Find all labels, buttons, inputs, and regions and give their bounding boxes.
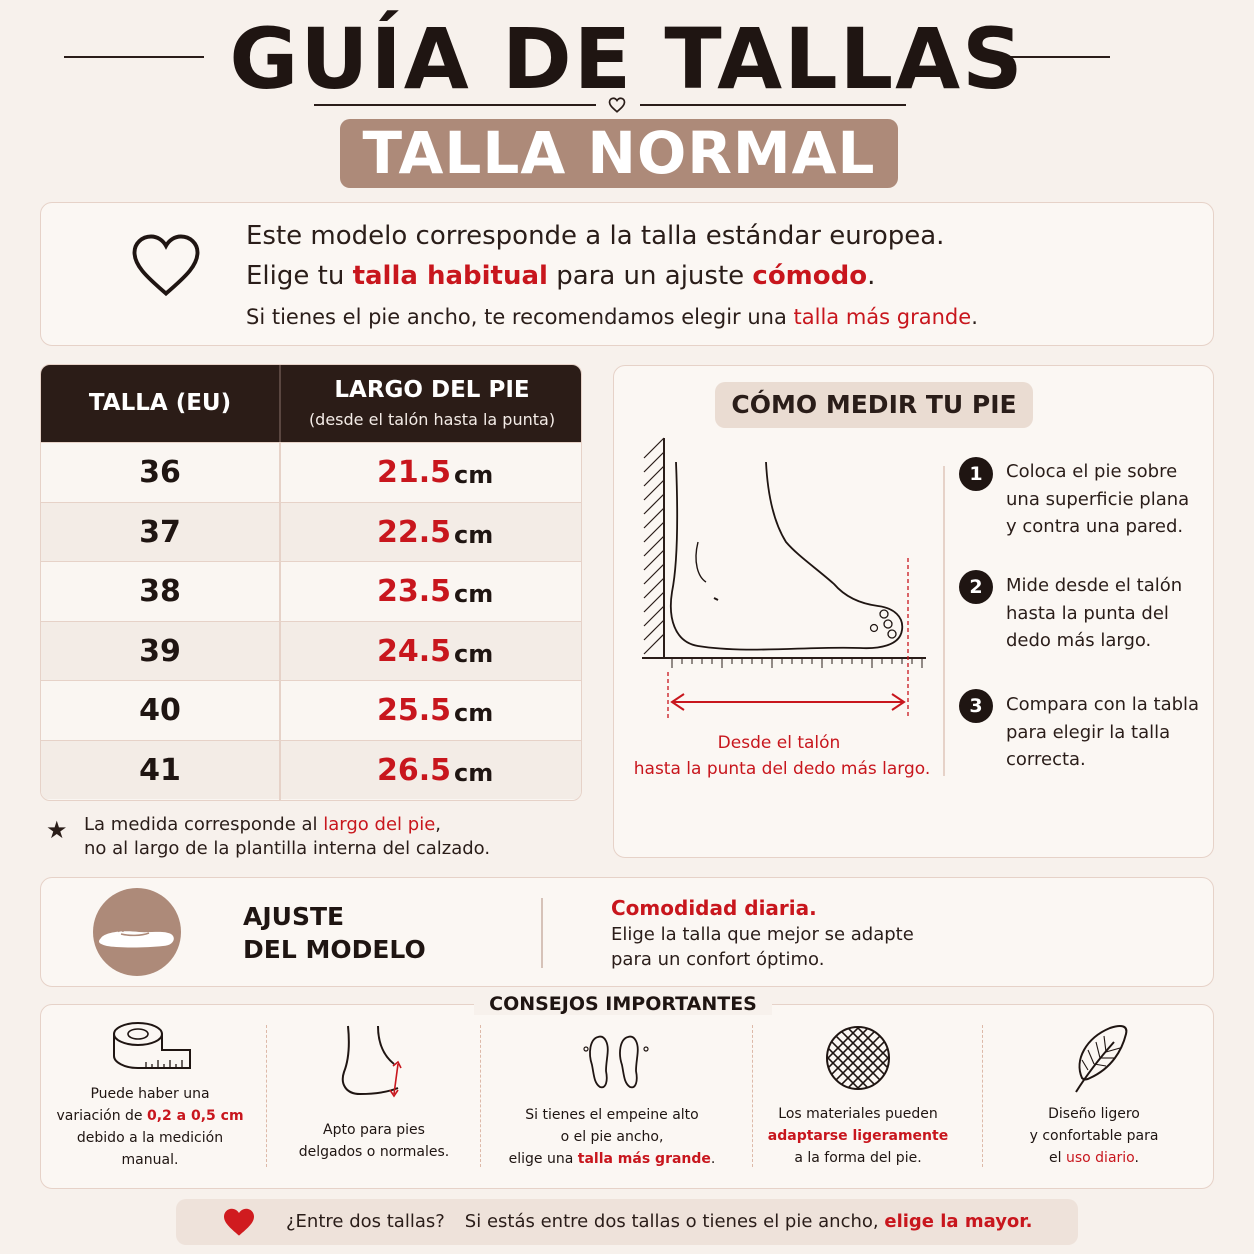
size-cell: 38 [139,574,181,609]
title-left-rule [64,56,204,58]
table-row: 37 22.5 cm [41,501,581,561]
header-divider [279,365,281,442]
length-cell: 21.5 [377,455,452,490]
intro-panel: Este modelo corresponde a la talla están… [40,202,1214,346]
step-1-text: Coloca el pie sobre [1006,461,1178,482]
table-row: 41 26.5 cm [41,739,581,799]
title-right-rule [978,56,1110,58]
table-row: 40 25.5 cm [41,680,581,739]
tip-measurement-variation: Puede haber una variación de 0,2 a 0,5 c… [56,1086,244,1168]
tips-title: CONSEJOS IMPORTANTES [474,993,772,1015]
how-to-measure-panel: CÓMO MEDIR TU PIE Desde el talón hasta l… [613,365,1214,858]
how-to-measure-title: CÓMO MEDIR TU PIE [715,382,1033,428]
unit-cell: cm [454,580,494,608]
step-2-number: 2 [959,570,993,604]
fit-headline: Comodidad diaria. [611,896,817,920]
feather-icon [1075,1025,1128,1093]
step-3-text: Compara con la tabla [1006,694,1200,715]
unit-cell: cm [454,520,494,549]
table-header: TALLA (EU) LARGO DEL PIE (desde el talón… [41,365,581,442]
footer-banner: ¿Entre dos tallas? Si estás entre dos tal… [176,1199,1078,1245]
step-3-text: correcta. [1006,749,1086,770]
step-2-text: dedo más largo. [1006,630,1152,651]
fit-divider [541,898,543,968]
tip-divider [266,1025,267,1167]
length-column-subheader: (desde el talón hasta la punta) [308,410,556,429]
subtitle-banner: TALLA NORMAL [340,119,898,188]
tip-foot-type: Apto para pies delgados o normales. [298,1122,450,1160]
measure-divider [943,466,945,776]
tip-high-instep: Si tienes el empeine alto o el pie ancho… [508,1107,716,1167]
fit-title: AJUSTE [243,902,345,931]
length-cell: 25.5 [377,693,452,728]
step-1-number: 1 [959,457,993,491]
intro-usual-size-text: Elige tu talla habitual para un ajuste c… [246,261,876,291]
fit-description-continued: para un confort óptimo. [611,949,825,970]
size-cell: 36 [139,455,181,490]
step-2-text: hasta la punta del [1006,603,1169,624]
length-column-header: LARGO DEL PIE [334,377,530,403]
length-cell: 23.5 [377,574,452,609]
table-row: 39 24.5 cm [41,620,581,680]
tip-divider [752,1025,753,1167]
intro-standard-size-text: Este modelo corresponde a la talla están… [246,221,945,251]
tip-lightweight-design: Diseño ligero y confortable para el uso … [1029,1106,1159,1166]
size-cell: 39 [139,633,181,669]
subtitle-right-rule [640,104,906,106]
heart-filled-icon [224,1208,254,1236]
measure-caption-from-heel: Desde el talón [717,733,841,753]
small-heart-icon [608,97,626,113]
size-table: TALLA (EU) LARGO DEL PIE (desde el talón… [40,364,582,801]
fit-title-continued: DEL MODELO [243,935,426,964]
subtitle-left-rule [314,104,596,106]
measuring-tape-icon [113,1022,191,1069]
step-1-text: y contra una pared. [1006,516,1184,537]
measurement-note: La medida corresponde al largo del pie, [84,814,441,835]
page-title: GUÍA DE TALLAS [229,10,1025,108]
column-divider [279,442,281,800]
length-cell: 24.5 [377,633,452,669]
foot-instep-icon [341,1025,402,1098]
step-3-text: para elegir la talla [1006,722,1171,743]
heart-outline-icon [132,234,200,297]
shoe-badge [93,888,181,976]
tips-panel [40,1004,1214,1189]
footprints-icon [583,1035,649,1089]
tip-materials-adapt: Los materiales pueden adaptarse ligerame… [767,1106,949,1166]
step-1-text: una superficie plana [1006,489,1190,510]
step-2-text: Mide desde el talón [1006,575,1183,596]
table-row: 36 21.5 cm [41,442,581,501]
size-cell: 37 [139,514,181,550]
footer-tip-text: ¿Entre dos tallas? Si estás entre dos tal… [286,1211,1033,1232]
model-fit-panel: AJUSTE DEL MODELO Comodidad diaria. Elig… [40,877,1214,987]
size-cell: 41 [139,752,181,788]
unit-cell: cm [454,639,494,668]
ballet-flat-icon [99,928,174,948]
tip-divider [480,1025,481,1167]
star-icon: ★ [46,816,68,844]
intro-wide-foot-text: Si tienes el pie ancho, te recomendamos … [246,305,978,329]
fit-description: Elige la talla que mejor se adapte [611,924,914,945]
tip-divider [982,1025,983,1167]
table-row: 38 23.5 cm [41,561,581,620]
unit-cell: cm [454,699,494,727]
length-cell: 26.5 [377,752,452,788]
size-cell: 40 [139,693,181,728]
unit-cell: cm [454,461,494,489]
length-cell: 22.5 [377,514,452,550]
foot-measuring-illustration [642,437,926,718]
step-3-number: 3 [959,689,993,723]
measure-caption-to-toe: hasta la punta del dedo más largo. [633,759,931,779]
measurement-note-continued: no al largo de la plantilla interna del … [84,838,491,859]
unit-cell: cm [454,758,494,787]
mesh-material-icon [826,1026,890,1090]
size-column-header: TALLA (EU) [88,390,232,416]
